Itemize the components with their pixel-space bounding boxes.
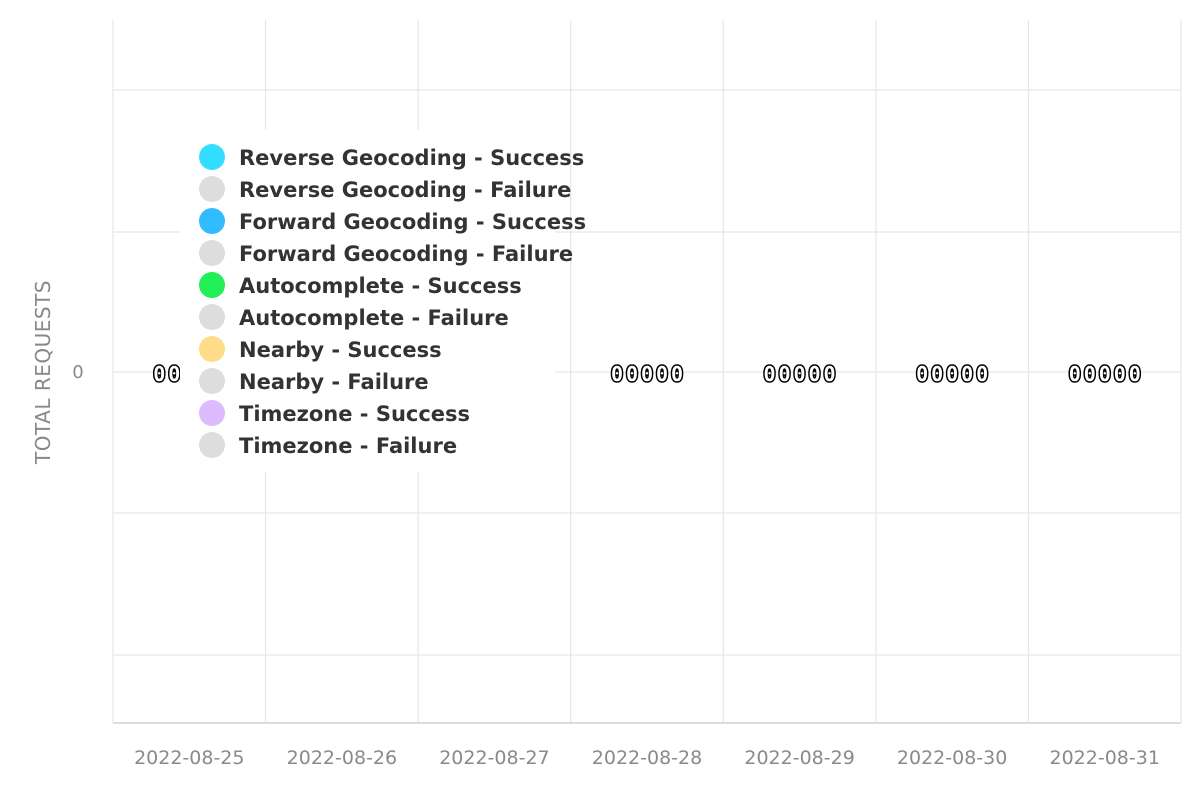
- data-label: 0: [931, 362, 943, 386]
- legend-swatch: [199, 304, 225, 330]
- legend-swatch: [199, 176, 225, 202]
- legend-swatch: [199, 368, 225, 394]
- axes: TOTAL REQUESTS 0 2022-08-25 2022-08-26 2022-…: [31, 280, 1181, 769]
- legend-item[interactable]: Autocomplete - Success: [199, 272, 522, 298]
- data-label: 0: [168, 362, 180, 386]
- x-tick-label: 2022-08-26: [287, 747, 397, 769]
- y-tick-label: 0: [72, 362, 83, 383]
- legend-label: Forward Geocoding - Success: [239, 210, 586, 234]
- x-tick-label: 2022-08-28: [592, 747, 702, 769]
- data-label: 0: [779, 362, 791, 386]
- data-label: 0: [1099, 362, 1111, 386]
- legend-item[interactable]: Timezone - Failure: [199, 432, 457, 458]
- data-label: 0: [1084, 362, 1096, 386]
- legend-swatch: [199, 144, 225, 170]
- legend-swatch: [199, 272, 225, 298]
- legend-item[interactable]: Nearby - Success: [199, 336, 442, 362]
- data-label: 0: [1114, 362, 1126, 386]
- legend-swatch: [199, 400, 225, 426]
- x-tick-label: 2022-08-29: [744, 747, 854, 769]
- x-tick-label: 2022-08-30: [897, 747, 1007, 769]
- x-tick-label: 2022-08-31: [1050, 747, 1160, 769]
- legend-swatch: [199, 208, 225, 234]
- legend-item[interactable]: Timezone - Success: [199, 400, 470, 426]
- legend[interactable]: Reverse Geocoding - Success Reverse Geoco…: [180, 130, 586, 472]
- legend-item[interactable]: Autocomplete - Failure: [199, 304, 509, 330]
- legend-label: Autocomplete - Success: [239, 274, 522, 298]
- legend-background: [180, 130, 555, 472]
- legend-item[interactable]: Reverse Geocoding - Failure: [199, 176, 571, 202]
- y-axis-label: TOTAL REQUESTS: [31, 280, 55, 465]
- x-tick-label: 2022-08-25: [134, 747, 244, 769]
- legend-label: Reverse Geocoding - Success: [239, 146, 584, 170]
- legend-label: Timezone - Success: [239, 402, 470, 426]
- data-label: 0: [946, 362, 958, 386]
- data-label: 0: [641, 362, 653, 386]
- data-label: 0: [916, 362, 928, 386]
- data-label: 0: [794, 362, 806, 386]
- legend-label: Timezone - Failure: [239, 434, 457, 458]
- data-label: 0: [824, 362, 836, 386]
- legend-item[interactable]: Forward Geocoding - Failure: [199, 240, 573, 266]
- data-label: 0: [1069, 362, 1081, 386]
- data-label: 0: [626, 362, 638, 386]
- legend-item[interactable]: Nearby - Failure: [199, 368, 429, 394]
- legend-item[interactable]: Forward Geocoding - Success: [199, 208, 586, 234]
- legend-label: Nearby - Success: [239, 338, 442, 362]
- legend-swatch: [199, 336, 225, 362]
- x-tick-label: 2022-08-27: [439, 747, 549, 769]
- legend-swatch: [199, 240, 225, 266]
- legend-label: Autocomplete - Failure: [239, 306, 509, 330]
- data-label: 0: [976, 362, 988, 386]
- legend-swatch: [199, 432, 225, 458]
- legend-label: Forward Geocoding - Failure: [239, 242, 573, 266]
- data-label: 0: [656, 362, 668, 386]
- legend-item[interactable]: Reverse Geocoding - Success: [199, 144, 584, 170]
- legend-label: Reverse Geocoding - Failure: [239, 178, 571, 202]
- data-label: 0: [809, 362, 821, 386]
- data-label: 0: [764, 362, 776, 386]
- legend-label: Nearby - Failure: [239, 370, 429, 394]
- data-label: 0: [671, 362, 683, 386]
- data-label: 0: [153, 362, 165, 386]
- data-label: 0: [611, 362, 623, 386]
- data-label: 0: [961, 362, 973, 386]
- data-label: 0: [1129, 362, 1141, 386]
